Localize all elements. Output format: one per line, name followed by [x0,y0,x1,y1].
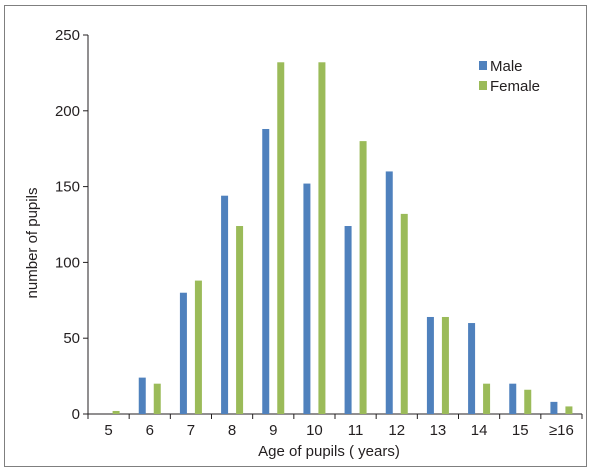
bar-female-15 [524,389,532,414]
bar-male-6 [138,377,146,414]
bar-male-≥16 [550,401,558,414]
bar-male-11 [344,226,352,414]
x-tick-label: 8 [228,422,236,439]
bar-female-6 [153,383,161,414]
y-ticks: 0 50 100 150 200 250 [55,27,88,423]
y-tick-label: 0 [72,406,80,423]
y-tick-label: 150 [55,179,80,196]
bar-female-9 [277,62,285,415]
y-tick-label: 200 [55,103,80,120]
x-tick-label: 6 [146,422,154,439]
bar-female-8 [236,226,244,414]
legend: Male Female [479,58,540,95]
bar-male-7 [179,292,187,414]
x-tick-label: 12 [388,422,405,439]
bar-male-14 [468,323,476,414]
bar-female-11 [359,141,367,414]
bar-female-12 [400,213,408,414]
y-axis-label: number of pupils [24,188,41,299]
bar-male-13 [426,316,434,414]
legend-label-female: Female [490,78,540,95]
bar-male-12 [385,171,393,414]
x-tick-label: 13 [430,422,447,439]
x-axis-label: Age of pupils ( years) [258,443,400,460]
legend-swatch-female [479,81,487,90]
legend-swatch-male [479,61,487,70]
x-tick-label: 9 [269,422,277,439]
bar-male-9 [262,128,270,414]
x-tick-label: ≥16 [549,422,574,439]
bar-female-10 [318,62,326,415]
x-tick-label: 7 [187,422,195,439]
x-tick-label: 11 [348,422,364,439]
x-tick-label: 15 [512,422,529,439]
chart-frame [4,5,587,467]
x-tick-label: 14 [471,422,488,439]
legend-label-male: Male [490,58,523,75]
x-tick-label: 5 [104,422,112,439]
y-tick-label: 250 [55,27,80,44]
bar-female-≥16 [565,406,573,414]
bar-female-13 [441,316,449,414]
bar-female-7 [194,280,202,414]
x-tick-label: 10 [306,422,323,439]
bar-male-10 [303,183,311,414]
bar-male-8 [221,195,229,414]
bars [112,62,573,415]
bar-male-15 [509,383,517,414]
bar-female-14 [483,383,491,414]
y-tick-label: 100 [55,254,80,271]
x-ticks: 5 6 7 8 9 10 11 12 13 14 15 ≥16 [87,414,583,439]
bar-female-5 [112,410,120,414]
y-tick-label: 50 [63,330,80,347]
